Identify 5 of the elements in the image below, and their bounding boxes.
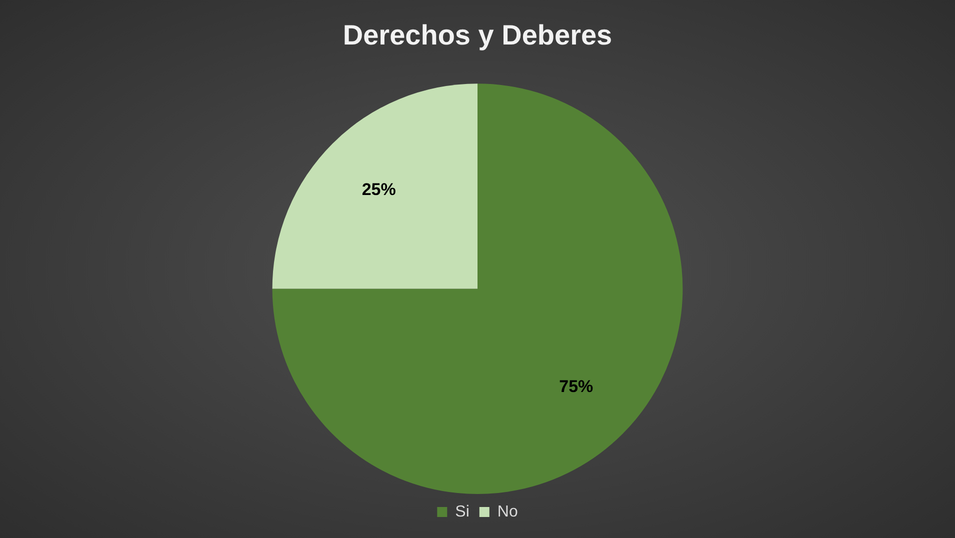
- data-label: 25%: [362, 180, 396, 199]
- legend-label: Si: [455, 503, 470, 520]
- legend-label: No: [497, 503, 518, 520]
- data-label: 75%: [559, 377, 594, 396]
- chart-title: Derechos y Deberes: [342, 20, 612, 51]
